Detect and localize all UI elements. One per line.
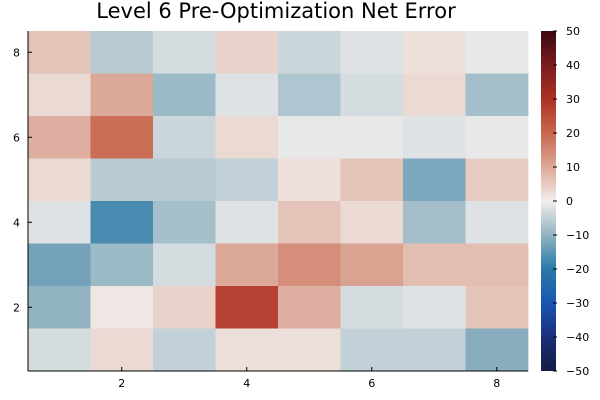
heatmap-cell [465, 201, 529, 244]
y-axis-ticks: 2 4 6 8 [13, 46, 32, 314]
heatmap-cell [90, 243, 154, 287]
heatmap-cell [153, 243, 216, 287]
heatmap-cell [28, 31, 91, 74]
colorbar-tick-label: −20 [566, 263, 589, 276]
colorbar-ticks: 50 40 30 20 10 0 −10 −20 −30 −40 −50 [553, 25, 589, 378]
heatmap-cell [28, 286, 91, 329]
heatmap-cell [340, 116, 404, 159]
heatmap-cell [215, 116, 279, 159]
heatmap-cells [28, 31, 529, 372]
heatmap-cell [215, 73, 279, 117]
heatmap-cell [340, 201, 404, 244]
heatmap-cell [465, 73, 529, 117]
chart-title: Level 6 Pre-Optimization Net Error [96, 0, 456, 23]
heatmap-cell [215, 243, 279, 287]
x-tick-label: 6 [368, 377, 375, 390]
heatmap-cell [215, 158, 279, 202]
heatmap-cell [215, 328, 279, 372]
heatmap-cell [278, 328, 341, 372]
colorbar-tick-label: −50 [566, 365, 589, 378]
heatmap-cell [403, 73, 466, 117]
heatmap-cell [403, 243, 466, 287]
heatmap-cell [465, 328, 529, 372]
heatmap-cell [28, 243, 91, 287]
heatmap-cell [278, 31, 341, 74]
heatmap-cell [215, 31, 279, 74]
heatmap-cell [28, 116, 91, 159]
colorbar-tick-label: 0 [566, 195, 573, 208]
heatmap-cell [403, 31, 466, 74]
colorbar-tick-label: −10 [566, 229, 589, 242]
heatmap-cell [340, 243, 404, 287]
colorbar: 50 40 30 20 10 0 −10 −20 −30 −40 −50 [541, 25, 589, 378]
heatmap-cell [278, 286, 341, 329]
heatmap-cell [90, 286, 154, 329]
heatmap-cell [278, 201, 341, 244]
x-tick-label: 4 [243, 377, 250, 390]
heatmap-cell [153, 31, 216, 74]
x-axis-ticks: 2 4 6 8 [118, 367, 500, 390]
colorbar-tick-label: −30 [566, 297, 589, 310]
heatmap-cell [465, 31, 529, 74]
heatmap-cell [403, 158, 466, 202]
heatmap-cell [90, 328, 154, 372]
heatmap-cell [90, 201, 154, 244]
heatmap-cell [153, 73, 216, 117]
heatmap-cell [465, 286, 529, 329]
colorbar-tick-label: 20 [566, 127, 580, 140]
heatmap-cell [340, 158, 404, 202]
colorbar-tick-label: 10 [566, 161, 580, 174]
heatmap-cell [215, 201, 279, 244]
y-tick-label: 8 [13, 46, 20, 59]
heatmap-cell [465, 243, 529, 287]
x-tick-label: 8 [493, 377, 500, 390]
heatmap-cell [153, 116, 216, 159]
colorbar-tick-label: −40 [566, 331, 589, 344]
colorbar-tick-label: 50 [566, 25, 580, 38]
heatmap-cell [215, 286, 279, 329]
colorbar-gradient [541, 31, 556, 371]
heatmap-cell [28, 201, 91, 244]
heatmap-cell [28, 73, 91, 117]
heatmap-cell [340, 31, 404, 74]
heatmap-cell [153, 158, 216, 202]
heatmap-cell [403, 201, 466, 244]
heatmap-cell [90, 116, 154, 159]
heatmap-cell [153, 201, 216, 244]
heatmap-cell [403, 328, 466, 372]
heatmap-cell [340, 286, 404, 329]
heatmap-cell [278, 73, 341, 117]
y-tick-label: 6 [13, 131, 20, 144]
x-tick-label: 2 [118, 377, 125, 390]
colorbar-tick-label: 40 [566, 59, 580, 72]
heatmap-cell [340, 73, 404, 117]
heatmap-cell [153, 286, 216, 329]
y-tick-label: 4 [13, 216, 20, 229]
heatmap-cell [403, 286, 466, 329]
heatmap-cell [153, 328, 216, 372]
heatmap-cell [278, 158, 341, 202]
heatmap-cell [465, 158, 529, 202]
heatmap-cell [90, 158, 154, 202]
colorbar-tick-label: 30 [566, 93, 580, 106]
heatmap-cell [465, 116, 529, 159]
heatmap-cell [90, 31, 154, 74]
y-tick-label: 2 [13, 301, 20, 314]
heatmap-cell [340, 328, 404, 372]
heatmap-cell [28, 328, 91, 372]
heatmap-cell [28, 158, 91, 202]
heatmap-cell [403, 116, 466, 159]
heatmap-cell [278, 243, 341, 287]
heatmap-cell [90, 73, 154, 117]
heatmap-cell [278, 116, 341, 159]
plot-axes [27, 31, 528, 372]
